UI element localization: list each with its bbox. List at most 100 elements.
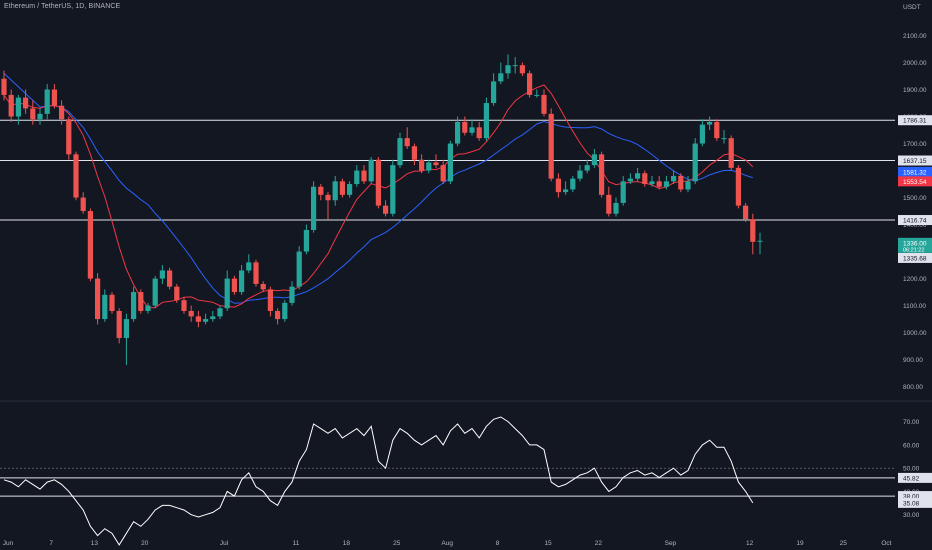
- candle-body: [95, 278, 101, 320]
- candle-body: [483, 103, 489, 139]
- price-levels: [0, 119, 895, 221]
- candle-body: [8, 94, 14, 117]
- last-price-badge: 1336.00: [903, 240, 927, 247]
- candle-body: [390, 165, 396, 214]
- rsi-tick-label: 30.00: [903, 512, 920, 519]
- candle-body: [325, 194, 331, 201]
- time-tick-label: 7: [49, 540, 53, 547]
- candle-body: [469, 127, 475, 133]
- time-tick-label: Aug: [441, 540, 453, 547]
- candle-body: [167, 270, 173, 287]
- price-axis: USDT2100.002000.001900.001800.001700.001…: [903, 4, 927, 391]
- time-tick-label: 12: [746, 540, 754, 547]
- candle-body: [397, 138, 403, 166]
- price-tick-label: 1700.00: [903, 141, 927, 148]
- ma-slow-line: [3, 72, 753, 304]
- price-badges: 1786.31 1637.15 1416.74 1335.68 1581.32 1553.…: [898, 115, 932, 263]
- candle-body: [714, 121, 720, 139]
- candle-body: [203, 319, 209, 322]
- time-tick-label: 8: [496, 540, 500, 547]
- price-tick-label: 1200.00: [903, 276, 927, 283]
- rsi-line: [3, 416, 754, 546]
- candle-body: [231, 278, 237, 293]
- candle-body: [519, 65, 525, 74]
- candle-body: [491, 81, 497, 104]
- candle-body: [419, 159, 425, 171]
- candle-body: [383, 205, 389, 214]
- candle-body: [80, 197, 86, 212]
- candle-body: [267, 289, 273, 311]
- candle-body: [411, 146, 417, 160]
- candle-body: [131, 292, 137, 320]
- level-badge-box: [898, 115, 932, 126]
- candle-body: [210, 316, 216, 320]
- candle-body: [138, 292, 144, 311]
- candle-body: [318, 186, 324, 195]
- candle-body: [570, 178, 576, 190]
- candle-body: [30, 108, 36, 120]
- rsi-level-badge: 38.00: [903, 494, 920, 501]
- candle-body: [224, 278, 230, 309]
- candle-body: [66, 119, 72, 155]
- price-tick-label: 800.00: [903, 384, 923, 391]
- price-tick-label: 2000.00: [903, 60, 927, 67]
- candle-body: [123, 319, 129, 338]
- candle-body: [174, 286, 180, 301]
- time-tick-label: 18: [343, 540, 351, 547]
- candle-body: [707, 121, 713, 125]
- rsi-level-badge-box: [898, 491, 932, 502]
- candle-body: [311, 186, 317, 230]
- candle-body: [282, 302, 288, 320]
- candle-body: [246, 262, 252, 271]
- candle-body: [23, 97, 29, 109]
- time-tick-label: 20: [141, 540, 149, 547]
- candle-body: [455, 121, 461, 144]
- candle-body: [735, 167, 741, 206]
- price-tick-label: 1000.00: [903, 330, 927, 337]
- candle-body: [339, 181, 345, 195]
- candle-body: [375, 159, 381, 206]
- candle-body: [613, 202, 619, 214]
- candle-body: [505, 65, 511, 74]
- candle-body: [296, 251, 302, 287]
- candle-body: [447, 143, 453, 182]
- candle-body: [750, 219, 756, 242]
- ma-slow-badge: 1581.32: [903, 169, 927, 176]
- level-badge-box: [898, 155, 932, 166]
- candle-body: [649, 181, 655, 185]
- candle-body: [534, 94, 540, 96]
- candle-body: [145, 305, 151, 311]
- rsi-tick-label: 50.00: [903, 466, 920, 473]
- time-tick-label: 22: [595, 540, 603, 547]
- price-tick-label: 1500.00: [903, 195, 927, 202]
- chart-title: Ethereum / TetherUS, 1D, BINANCE: [4, 3, 121, 10]
- candle-body: [498, 73, 504, 82]
- candle-body: [599, 154, 605, 195]
- candle-body: [476, 127, 482, 139]
- candle-body: [354, 170, 360, 185]
- rsi-tick-label: 70.00: [903, 419, 920, 426]
- rsi-tick-label: 60.00: [903, 442, 920, 449]
- candle-body: [37, 113, 43, 120]
- candle-body: [671, 175, 677, 182]
- candle-body: [152, 278, 158, 306]
- candle-body: [109, 294, 115, 311]
- candle-body: [15, 97, 21, 117]
- candle-body: [188, 310, 194, 317]
- time-tick-label: Sep: [665, 540, 677, 547]
- last-price-badge-box: [898, 237, 932, 253]
- candle-body: [757, 240, 763, 242]
- time-tick-label: 13: [91, 540, 99, 547]
- level-badge: 1786.31: [903, 118, 927, 125]
- candle-body: [289, 286, 295, 303]
- candle-body: [1, 78, 7, 95]
- candle-body: [635, 173, 641, 179]
- candle-body: [426, 162, 432, 171]
- candle-body: [527, 73, 533, 95]
- candle-body: [577, 170, 583, 179]
- ma-fast-badge: 1553.54: [903, 179, 927, 186]
- candle-body: [253, 262, 259, 284]
- candle-body: [433, 162, 439, 166]
- level-badge-box: [898, 252, 932, 263]
